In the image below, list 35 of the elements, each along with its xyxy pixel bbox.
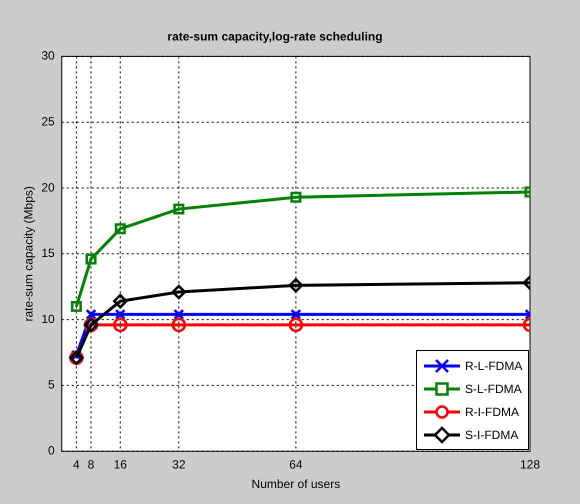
x-axis-title: Number of users xyxy=(252,477,340,492)
point xyxy=(290,192,302,203)
point xyxy=(86,308,97,320)
y-tick-label: 15 xyxy=(41,246,56,260)
x-tick-label: 4 xyxy=(73,458,80,472)
point xyxy=(173,308,184,320)
point xyxy=(114,308,126,320)
point xyxy=(70,300,82,312)
y-tick-label: 10 xyxy=(41,312,56,326)
point xyxy=(86,254,97,265)
x-tick-label: 8 xyxy=(88,458,95,472)
point xyxy=(172,318,186,332)
point xyxy=(288,318,304,332)
legend-label: R-L-FDMA xyxy=(465,358,522,373)
point xyxy=(288,278,304,293)
y-tick-label: 30 xyxy=(41,48,56,63)
x-tick-label: 128 xyxy=(520,458,540,472)
legend-label: S-L-FDMA xyxy=(465,382,522,396)
y-tick-label: 20 xyxy=(41,180,56,194)
legend-label: S-I-FDMA xyxy=(465,428,518,442)
point xyxy=(114,223,126,234)
x-tick-label: 16 xyxy=(114,458,128,472)
y-axis-title: rate-sum capacity (Mbps) xyxy=(22,186,36,322)
point xyxy=(113,294,128,308)
point xyxy=(113,318,128,332)
chart-title: rate-sum capacity,log-rate scheduling xyxy=(167,30,383,44)
x-tick-label: 32 xyxy=(172,458,186,472)
y-tick-label: 25 xyxy=(41,114,56,129)
y-tick-label: 0 xyxy=(48,444,56,458)
x-tick-label: 64 xyxy=(289,458,303,472)
legend-label: R-I-FDMA xyxy=(465,404,519,419)
y-tick-label: 5 xyxy=(48,378,56,392)
point xyxy=(290,308,302,320)
point xyxy=(173,204,184,215)
point xyxy=(172,284,186,300)
